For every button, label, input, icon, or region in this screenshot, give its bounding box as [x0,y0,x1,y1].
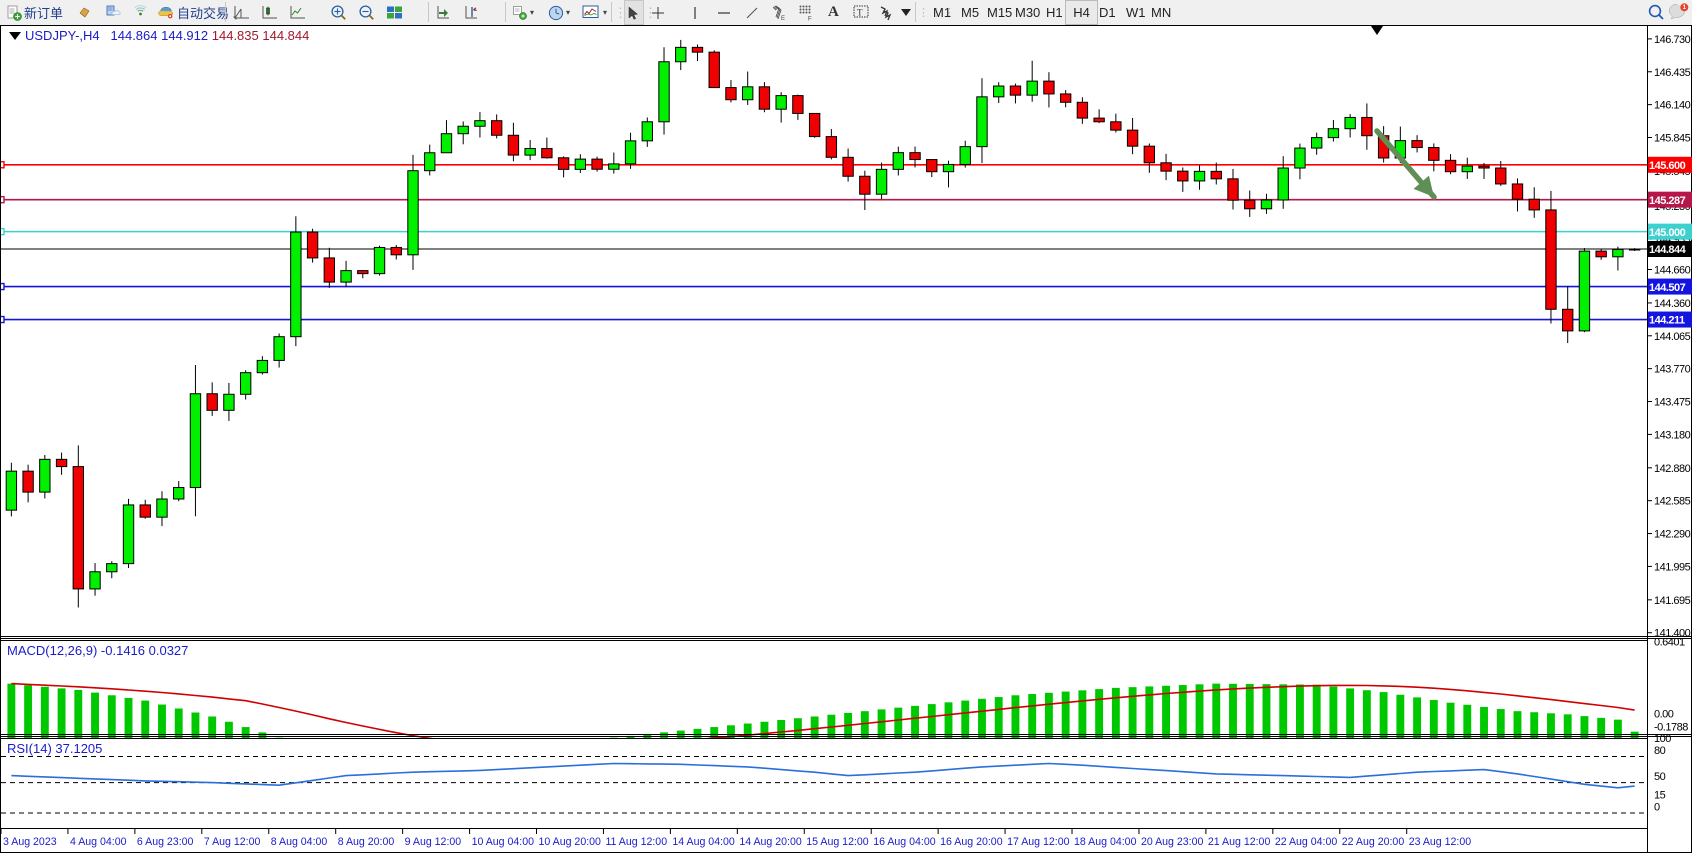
svg-text:20 Aug 23:00: 20 Aug 23:00 [1141,836,1204,848]
svg-text:50: 50 [1654,771,1666,783]
svg-text:4 Aug 04:00: 4 Aug 04:00 [70,836,127,848]
svg-text:10 Aug 20:00: 10 Aug 20:00 [539,836,602,848]
svg-text:144.211: 144.211 [1649,315,1685,327]
svg-text:E: E [781,16,785,21]
svg-text:8 Aug 04:00: 8 Aug 04:00 [271,836,328,848]
svg-text:11 Aug 12:00: 11 Aug 12:00 [605,836,667,848]
svg-text:144.844: 144.844 [1649,244,1687,256]
svg-text:0.00: 0.00 [1654,708,1674,720]
svg-text:145.287: 145.287 [1649,195,1686,207]
svg-text:-0.1788: -0.1788 [1654,721,1688,733]
svg-text:143.180: 143.180 [1654,429,1691,441]
svg-text:15 Aug 12:00: 15 Aug 12:00 [806,836,869,848]
svg-text:14 Aug 04:00: 14 Aug 04:00 [672,836,735,848]
svg-text:F: F [808,16,812,21]
svg-text:14 Aug 20:00: 14 Aug 20:00 [739,836,802,848]
svg-text:7 Aug 12:00: 7 Aug 12:00 [204,836,261,848]
svg-text:146.435: 146.435 [1654,67,1691,79]
svg-text:23 Aug 12:00: 23 Aug 12:00 [1409,836,1472,848]
svg-text:141.695: 141.695 [1654,595,1691,607]
svg-text:146.140: 146.140 [1654,100,1691,112]
svg-text:22 Aug 20:00: 22 Aug 20:00 [1342,836,1405,848]
svg-text:8 Aug 20:00: 8 Aug 20:00 [338,836,395,848]
svg-text:143.475: 143.475 [1654,397,1691,409]
svg-text:16 Aug 04:00: 16 Aug 04:00 [873,836,936,848]
svg-text:146.730: 146.730 [1654,34,1691,46]
svg-text:3 Aug 2023: 3 Aug 2023 [3,836,57,848]
svg-text:10 Aug 04:00: 10 Aug 04:00 [472,836,535,848]
svg-text:144.507: 144.507 [1649,282,1686,294]
svg-text:141.995: 141.995 [1654,561,1691,573]
svg-text:143.770: 143.770 [1654,364,1691,376]
svg-text:145.000: 145.000 [1649,227,1686,239]
svg-text:18 Aug 04:00: 18 Aug 04:00 [1074,836,1137,848]
svg-text:9 Aug 12:00: 9 Aug 12:00 [405,836,462,848]
svg-text:142.880: 142.880 [1654,463,1691,475]
svg-text:80: 80 [1654,745,1666,757]
svg-text:142.290: 142.290 [1654,529,1691,541]
svg-text:6 Aug 23:00: 6 Aug 23:00 [137,836,194,848]
svg-text:144.065: 144.065 [1654,331,1691,343]
svg-text:144.360: 144.360 [1654,298,1691,310]
svg-text:22 Aug 04:00: 22 Aug 04:00 [1275,836,1338,848]
svg-text:16 Aug 20:00: 16 Aug 20:00 [940,836,1003,848]
svg-text:145.600: 145.600 [1649,160,1686,172]
svg-text:142.585: 142.585 [1654,496,1691,508]
svg-text:145.845: 145.845 [1654,132,1691,144]
svg-text:15: 15 [1654,790,1666,802]
svg-text:17 Aug 12:00: 17 Aug 12:00 [1007,836,1070,848]
svg-text:21 Aug 12:00: 21 Aug 12:00 [1208,836,1271,848]
svg-text:0: 0 [1654,802,1660,814]
svg-text:T: T [857,7,863,17]
svg-text:144.660: 144.660 [1654,265,1691,277]
